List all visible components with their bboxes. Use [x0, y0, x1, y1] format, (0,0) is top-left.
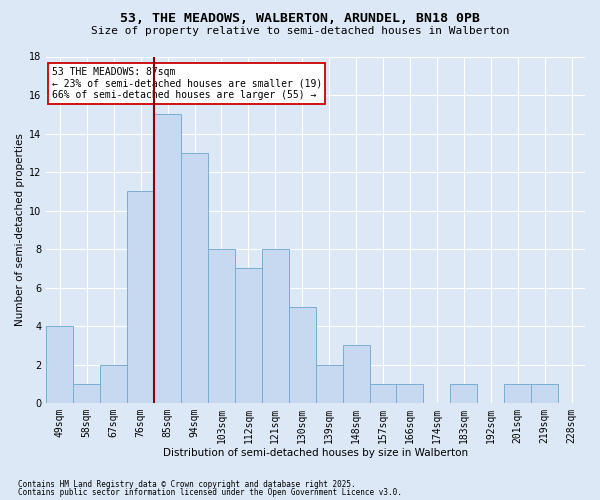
Bar	[127, 192, 154, 403]
Text: Contains public sector information licensed under the Open Government Licence v3: Contains public sector information licen…	[18, 488, 402, 497]
Bar	[343, 346, 370, 403]
Bar	[262, 249, 289, 403]
Bar	[531, 384, 558, 403]
X-axis label: Distribution of semi-detached houses by size in Walberton: Distribution of semi-detached houses by …	[163, 448, 468, 458]
Bar	[181, 153, 208, 403]
Bar	[397, 384, 424, 403]
Bar	[100, 364, 127, 403]
Y-axis label: Number of semi-detached properties: Number of semi-detached properties	[15, 134, 25, 326]
Bar	[235, 268, 262, 403]
Text: 53 THE MEADOWS: 87sqm
← 23% of semi-detached houses are smaller (19)
66% of semi: 53 THE MEADOWS: 87sqm ← 23% of semi-deta…	[52, 67, 322, 100]
Bar	[504, 384, 531, 403]
Text: 53, THE MEADOWS, WALBERTON, ARUNDEL, BN18 0PB: 53, THE MEADOWS, WALBERTON, ARUNDEL, BN1…	[120, 12, 480, 26]
Text: Contains HM Land Registry data © Crown copyright and database right 2025.: Contains HM Land Registry data © Crown c…	[18, 480, 356, 489]
Bar	[46, 326, 73, 403]
Bar	[208, 249, 235, 403]
Bar	[73, 384, 100, 403]
Bar	[370, 384, 397, 403]
Text: Size of property relative to semi-detached houses in Walberton: Size of property relative to semi-detach…	[91, 26, 509, 36]
Bar	[289, 307, 316, 403]
Bar	[316, 364, 343, 403]
Bar	[451, 384, 477, 403]
Bar	[154, 114, 181, 403]
